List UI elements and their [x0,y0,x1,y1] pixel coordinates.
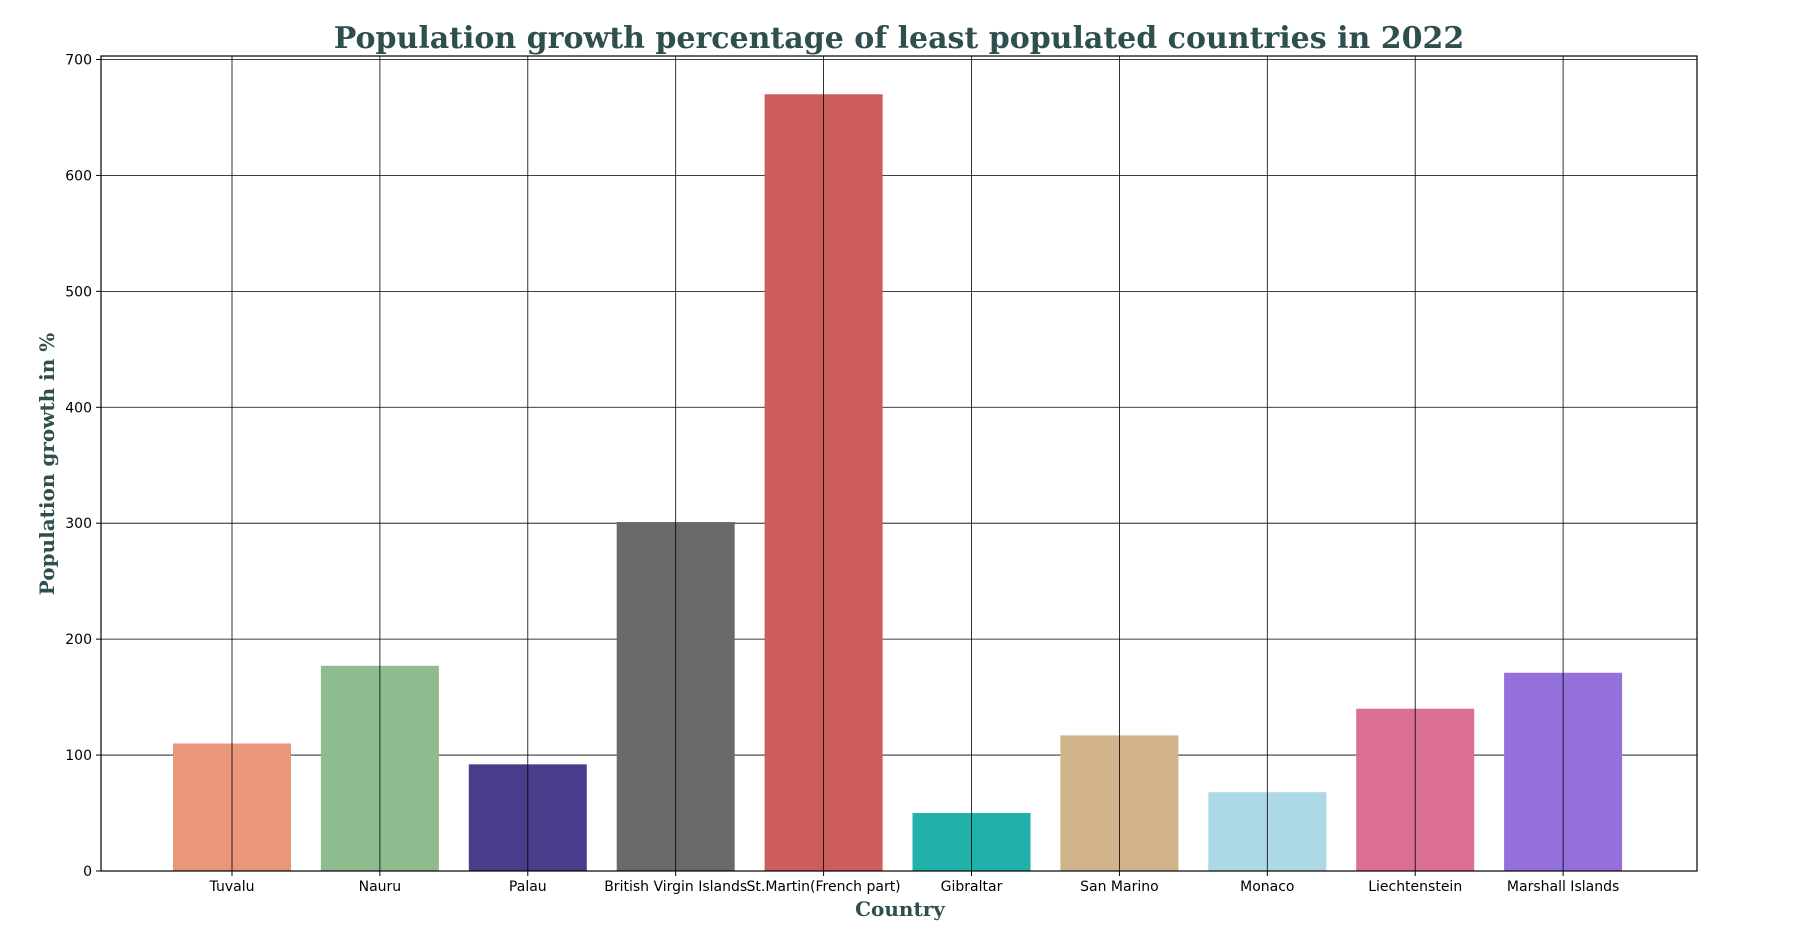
y-tick-label: 500 [65,284,92,300]
chart-title: Population growth percentage of least po… [334,21,1464,56]
x-tick-label: San Marino [1080,879,1159,895]
x-axis-label: Country [855,897,946,921]
x-tick-label: Tuvalu [209,879,255,895]
x-tick-label: Marshall Islands [1507,879,1619,895]
x-tick-label: Nauru [359,879,402,895]
x-tick-label: St.Martin(French part) [747,879,901,895]
x-tick-label: Gibraltar [941,879,1003,895]
y-tick-label: 300 [65,516,92,532]
x-tick-label: Monaco [1240,879,1294,895]
y-axis-label: Population growth in % [35,333,59,596]
y-ticks: 0 100 200 300 400 500 600 700 [65,52,101,880]
y-tick-label: 100 [65,748,92,764]
x-tick-label: British Virgin Islands [604,879,747,895]
y-tick-label: 200 [65,632,92,648]
y-tick-label: 0 [83,864,92,880]
plot-frame [100,55,1698,872]
y-tick-label: 600 [65,168,92,184]
x-ticks: Tuvalu Nauru Palau British Virgin Islands St… [209,871,1619,895]
plot-border [100,55,1698,872]
x-tick-label: Liechtenstein [1368,879,1462,895]
y-tick-label: 700 [65,52,92,68]
x-tick-label: Palau [509,879,547,895]
bars [173,94,1623,872]
vertical-gridlines [231,56,1564,871]
y-tick-label: 400 [65,400,92,416]
